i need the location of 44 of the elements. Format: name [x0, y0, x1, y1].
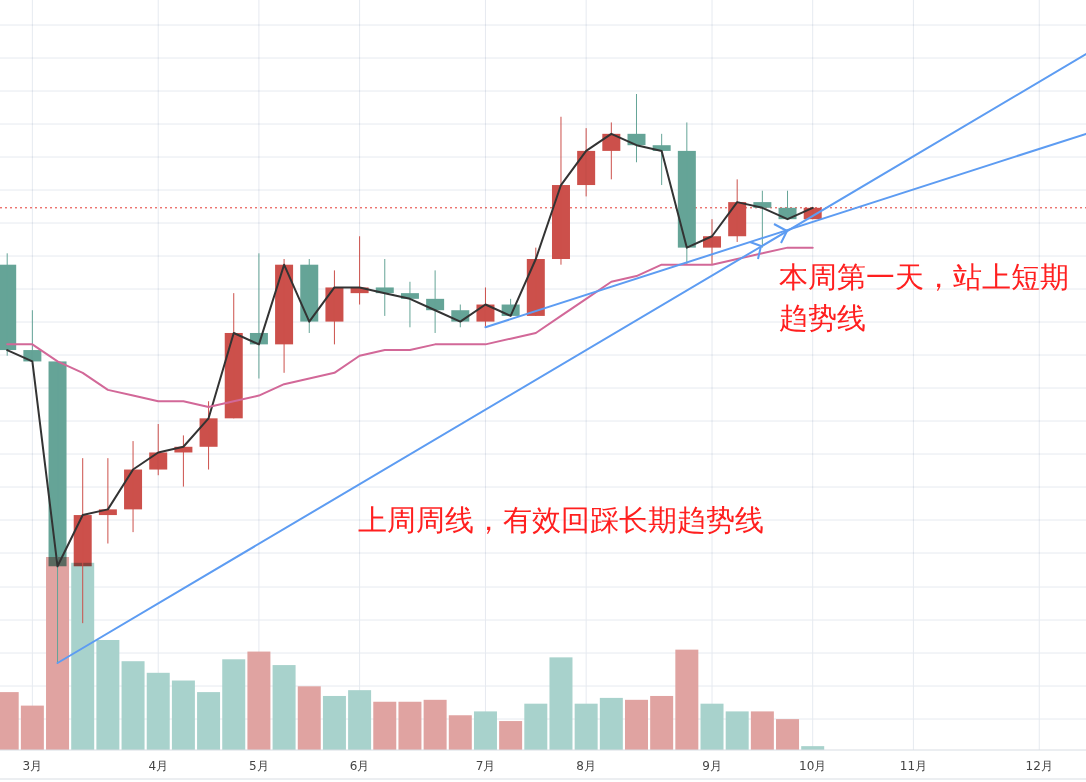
bar: [599, 697, 623, 750]
bar: [549, 657, 573, 750]
x-tick-label: 4月: [148, 759, 169, 773]
x-tick-label: 5月: [249, 759, 269, 773]
candlestick: [199, 400, 218, 471]
bar: [146, 672, 170, 750]
bar: [96, 639, 120, 750]
x-tick-label: 8月: [576, 759, 596, 773]
x-tick-label: 7月: [475, 759, 496, 773]
x-tick-label: 3月: [22, 759, 43, 773]
x-tick-label: 11月: [899, 759, 928, 773]
x-tick-label: 6月: [349, 759, 370, 773]
bar: [625, 699, 648, 750]
annotation: 本周第一天，站上短期趋势线: [779, 260, 1069, 335]
bar: [725, 711, 749, 750]
bar: [750, 711, 774, 750]
bar: [272, 665, 296, 750]
bar: [650, 695, 674, 750]
bar: [574, 703, 598, 750]
bar: [675, 649, 699, 750]
bar: [322, 695, 346, 750]
bar: [423, 699, 447, 750]
bar: [197, 692, 221, 750]
bar: [171, 680, 195, 750]
x-tick-label: 9月: [702, 759, 722, 773]
candlestick: [149, 423, 168, 476]
bar: [473, 711, 497, 750]
bar: [448, 715, 472, 750]
annotation: 上周周线，有效回踩长期趋势线: [358, 503, 764, 537]
x-tick-label: 12月: [1025, 759, 1053, 773]
candlestick: [0, 252, 17, 357]
x-tick-label: 10月: [799, 759, 827, 773]
bar: [348, 690, 372, 750]
candlestick: [325, 269, 344, 345]
bar: [398, 701, 422, 750]
bar: [121, 661, 145, 750]
bar: [524, 703, 548, 750]
bar: [297, 686, 321, 750]
bar: [499, 721, 523, 750]
bar: [247, 651, 271, 750]
bar: [700, 703, 724, 750]
bar: [776, 719, 800, 750]
bar: [222, 659, 246, 750]
bar: [373, 701, 397, 750]
